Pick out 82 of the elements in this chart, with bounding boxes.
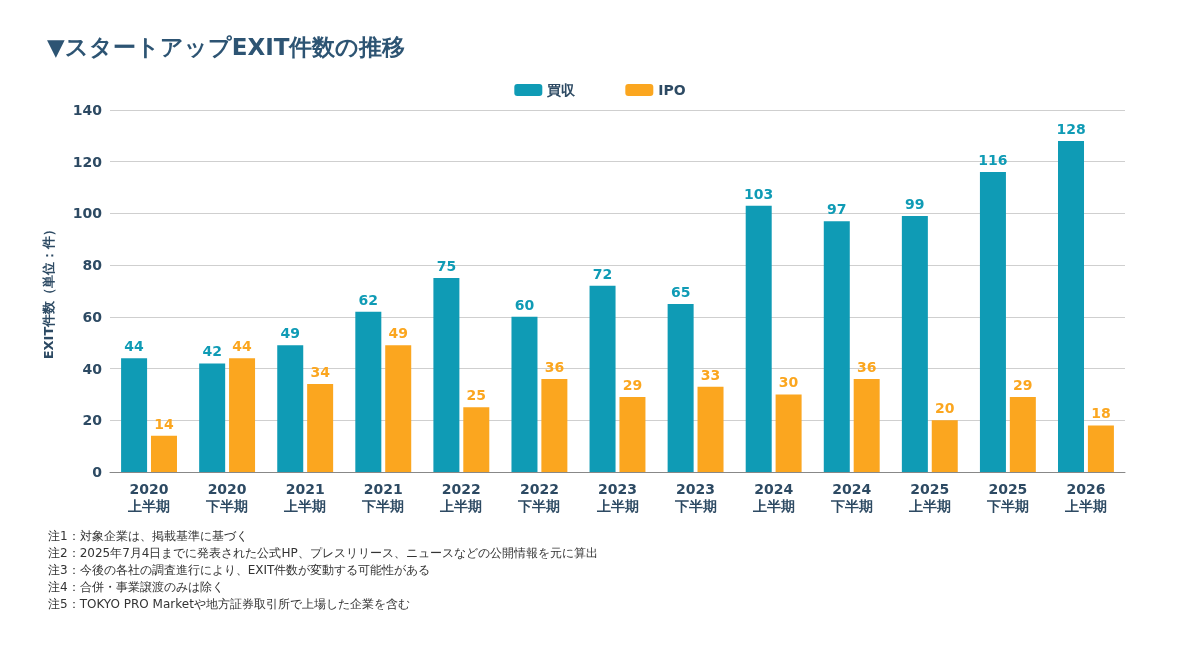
x-tick-label: 2024 上半期 [751,480,795,514]
data-label: 44 [232,338,253,355]
x-tick-label: 2025 上半期 [907,480,951,514]
x-tick-label: 2023 下半期 [673,480,717,514]
bar [1009,397,1036,472]
data-label: 42 [202,343,222,360]
data-label: 49 [280,325,300,342]
text: 注2：2025年7月4日までに発表された公式HP、プレスリリース、ニュースなどの公開情報を元に算出 [48,546,598,560]
bar [697,386,724,472]
bar [463,407,490,472]
y-axis-title: EXIT件数（単位：件） [41,222,56,360]
data-label: 99 [905,196,925,213]
data-label: 20 [935,400,955,417]
x-tick-label: 2025 下半期 [985,480,1029,514]
x-tick-label: 2021 上半期 [283,480,327,514]
data-label: 29 [622,377,643,394]
bar [150,435,177,472]
bar [511,316,538,472]
y-tick-label: 20 [82,412,103,429]
data-label: 65 [670,283,691,300]
data-label: 97 [827,201,847,218]
data-label: 128 [1056,121,1086,138]
data-label: 72 [592,265,613,282]
data-label: 36 [544,358,565,375]
bar [121,358,148,472]
y-tick-label: 120 [72,153,103,170]
bar [541,378,568,472]
data-label: 29 [1013,377,1033,394]
bar [1058,141,1085,472]
data-label: 33 [700,366,721,383]
data-label: 14 [154,415,174,432]
bar [931,420,958,472]
bar [823,221,850,472]
x-tick-label: 2020 上半期 [127,480,171,514]
y-tick-label: 40 [82,360,103,377]
data-label: 34 [310,364,331,381]
bar [775,394,802,472]
text: 注5：TOKYO PRO Marketや地方証券取引所で上場した企業を含む [48,597,410,611]
text: 注3：今後の各社の調査進行により、EXIT件数が変動する可能性がある [48,563,431,577]
data-label: 18 [1091,405,1111,422]
bar [385,345,412,472]
bar [853,378,880,472]
text: 注4：合併・事業譲渡のみは除く [48,580,224,594]
x-tick-label: 2022 上半期 [439,480,483,514]
bar [307,384,334,472]
bar [745,205,772,472]
x-tick-label: 2023 上半期 [595,480,639,514]
x-tick-label: 2020 下半期 [205,480,249,514]
y-tick-label: 140 [72,102,103,118]
bar [199,363,226,472]
bar [667,303,694,472]
bar [1087,425,1114,472]
data-label: 49 [388,325,408,342]
bar [355,311,382,472]
x-tick-label: 2024 下半期 [829,480,873,514]
data-label: 103 [744,185,774,202]
x-tick-label: 2026 上半期 [1063,480,1107,514]
bar [433,278,460,472]
data-label: 75 [436,258,457,275]
legend-label: IPO [658,82,686,98]
bar [901,216,928,472]
data-label: 36 [856,358,877,375]
y-tick-label: 0 [92,464,103,480]
x-tick-label: 2022 下半期 [517,480,561,514]
data-label: 60 [514,296,535,313]
x-tick-label: 2021 下半期 [361,480,405,514]
bar [979,172,1006,472]
bar [229,358,256,472]
text: 注1：対象企業は、掲載基準に基づく [48,529,248,543]
y-tick-label: 60 [82,308,103,325]
bar [277,345,304,472]
y-tick-label: 80 [82,257,103,274]
data-label: 116 [978,152,1008,169]
data-label: 25 [466,387,487,404]
data-label: 44 [124,338,145,355]
bar [589,285,616,472]
y-tick-label: 100 [72,205,103,222]
bar [619,397,646,472]
legend-label: 買収 [546,82,577,98]
data-label: 30 [778,374,799,391]
data-label: 62 [358,291,379,308]
chart-title: ▼スタートアップEXIT件数の推移 [47,33,406,60]
